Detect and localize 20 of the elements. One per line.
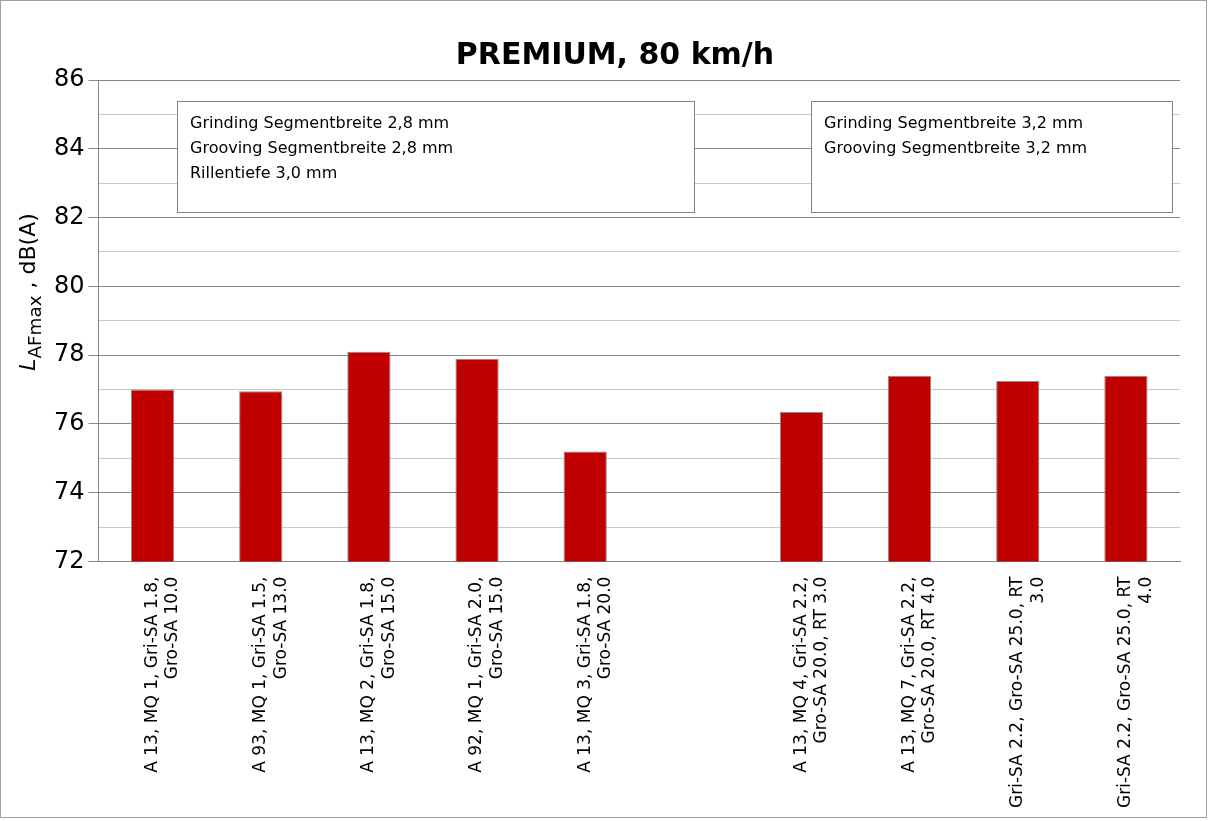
x-tick-label: A 13, MQ 2, Gri-SA 1.8, Gro-SA 15.0 xyxy=(357,576,398,773)
y-tick-label: 74 xyxy=(53,477,85,506)
x-tick-label: A 13, MQ 3, Gri-SA 1.8, Gro-SA 20.0 xyxy=(573,576,615,773)
chart-title: PREMIUM, 80 km/h xyxy=(455,35,775,71)
y-tick-label: 86 xyxy=(53,64,85,93)
y-tick-label: 78 xyxy=(53,339,85,368)
text-box: Grinding Segmentbreite 3,2 mm Grooving Segmentbreite 3,2 mm xyxy=(811,101,1173,213)
x-tick-label: A 92, MQ 1, Gri-SA 2.0, Gro-SA 15.0 xyxy=(465,576,506,773)
x-tick-label: A 13, MQ 4, Gri-SA 2.2, Gro-SA 20.0, RT 3.0 xyxy=(789,576,831,773)
x-tick-label: A 93, MQ 1, Gri-SA 1.5, Gro-SA 13.0 xyxy=(249,576,290,773)
y-tick-label: 80 xyxy=(53,270,85,299)
y-tick-label: 82 xyxy=(53,201,85,230)
y-tick-label: 72 xyxy=(53,545,85,574)
text-box: Grinding Segmentbreite 2,8 mm Grooving Segmentbreite 2,8 mm Rillentiefe 3,0 mm xyxy=(177,101,695,213)
y-tick-label: 76 xyxy=(53,408,85,437)
x-tick-label: A 13, MQ 1, Gri-SA 1.8, Gro-SA 10.0 xyxy=(141,576,182,773)
x-tick-label: Gri-SA 2.2, Gro-SA 25.0, RT 4.0 xyxy=(1114,575,1155,809)
x-tick-label: Gri-SA 2.2, Gro-SA 25.0, RT 3.0 xyxy=(1006,575,1047,809)
x-tick-label: A 13, MQ 7, Gri-SA 2.2, Gro-SA 20.0, RT 4.0 xyxy=(898,576,939,773)
y-tick-label: 84 xyxy=(53,133,85,162)
